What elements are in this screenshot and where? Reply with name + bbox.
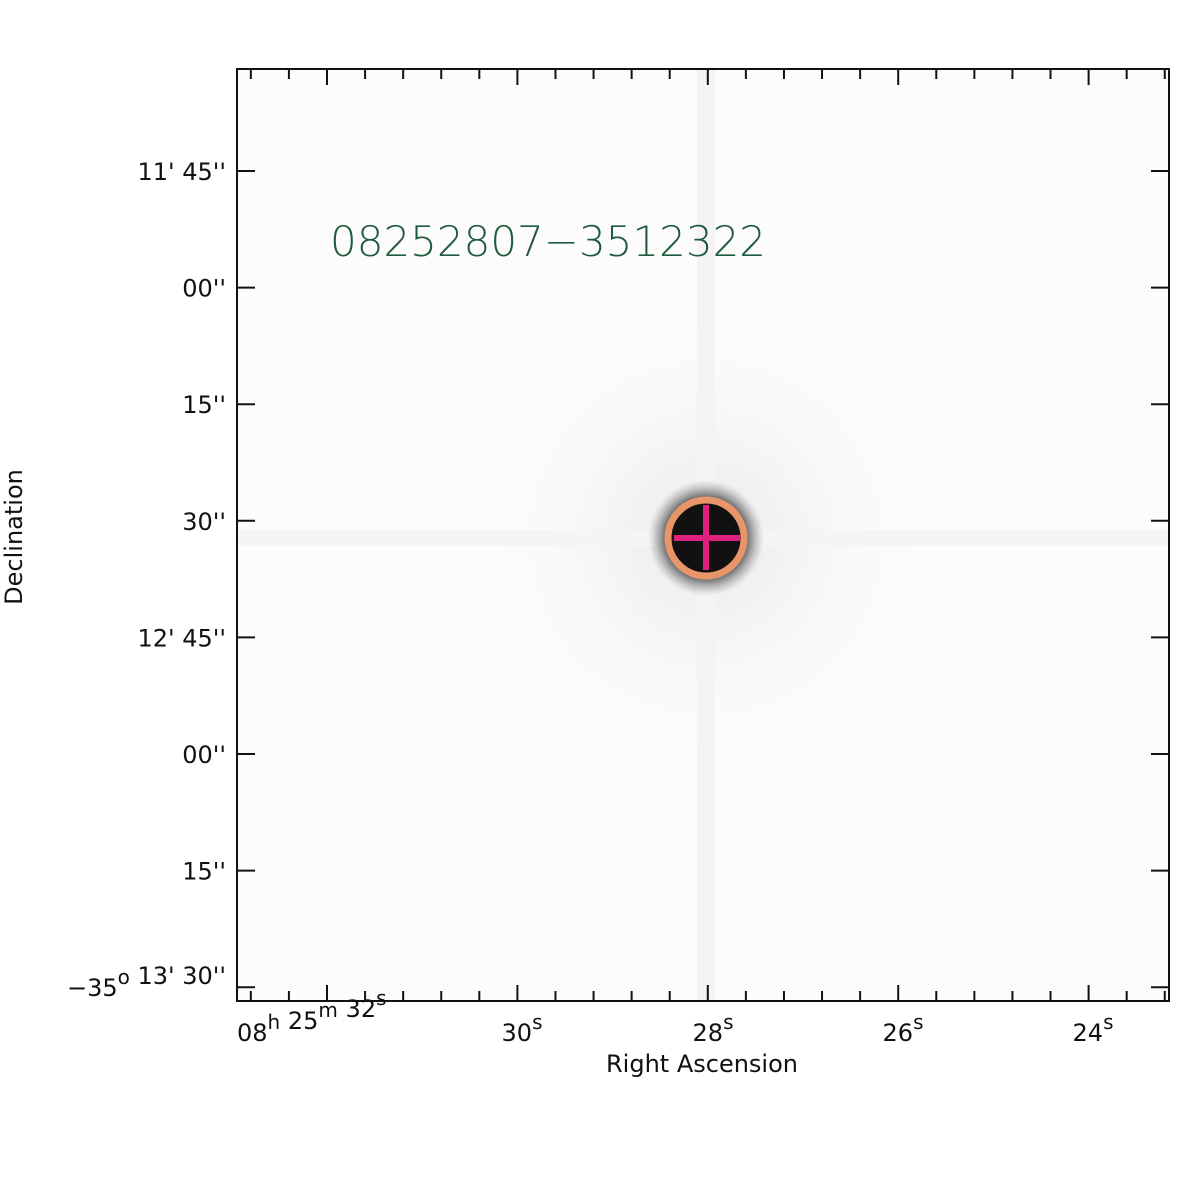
tick-label-part: 13' 30'' [138, 962, 227, 990]
tick-label-part: 12' 45'' [138, 624, 227, 652]
tick-label: −35o 13' 30'' [67, 962, 226, 1002]
tick-label: 30s [502, 1010, 543, 1047]
tick-label: 12' 45'' [138, 624, 227, 652]
tick-label-part: 24 [1073, 1019, 1104, 1047]
tick-label-part: 25 [288, 1007, 319, 1035]
source-id: 08252807−3512322 [330, 217, 766, 266]
tick-label-sup: m [318, 998, 337, 1022]
tick-label-part: 30 [502, 1019, 533, 1047]
target-circle [664, 496, 748, 580]
tick-label-sup: o [118, 965, 130, 989]
tick-label: 08h 25m 32s [237, 986, 387, 1047]
tick-label: 26s [883, 1010, 924, 1047]
tick-label-part: 26 [883, 1019, 914, 1047]
y-axis-title: Declination [0, 469, 28, 605]
tick-label-sup: s [913, 1010, 923, 1034]
tick-label-part: 32 [346, 995, 377, 1023]
tick-label-part: 15'' [182, 858, 226, 886]
tick-label: 30'' [182, 508, 226, 536]
tick-label-sup: s [723, 1010, 733, 1034]
sky-image [237, 69, 1169, 1001]
tick-label-sup: s [376, 986, 386, 1010]
tick-label-part: 30'' [182, 508, 226, 536]
tick-label-part: 11' 45'' [138, 158, 227, 186]
tick-label-sup: s [532, 1010, 542, 1034]
tick-label: 24s [1073, 1010, 1114, 1047]
tick-label: 00'' [182, 741, 226, 769]
tick-label-part: 28 [693, 1019, 724, 1047]
plot-frame [236, 68, 1170, 1002]
tick-label-part: 00'' [182, 741, 226, 769]
tick-label-part: 08 [237, 1019, 268, 1047]
tick-label-sup: h [268, 1010, 281, 1034]
tick-label-part: 15'' [182, 391, 226, 419]
tick-label: 15'' [182, 858, 226, 886]
tick-label-part: −35 [67, 974, 118, 1002]
tick-label-part: 00'' [182, 275, 226, 303]
tick-label-sup: s [1103, 1010, 1113, 1034]
tick-label: 15'' [182, 391, 226, 419]
tick-label: 11' 45'' [138, 158, 227, 186]
tick-label: 00'' [182, 275, 226, 303]
tick-label: 28s [693, 1010, 734, 1047]
x-axis-title: Right Ascension [606, 1050, 798, 1078]
